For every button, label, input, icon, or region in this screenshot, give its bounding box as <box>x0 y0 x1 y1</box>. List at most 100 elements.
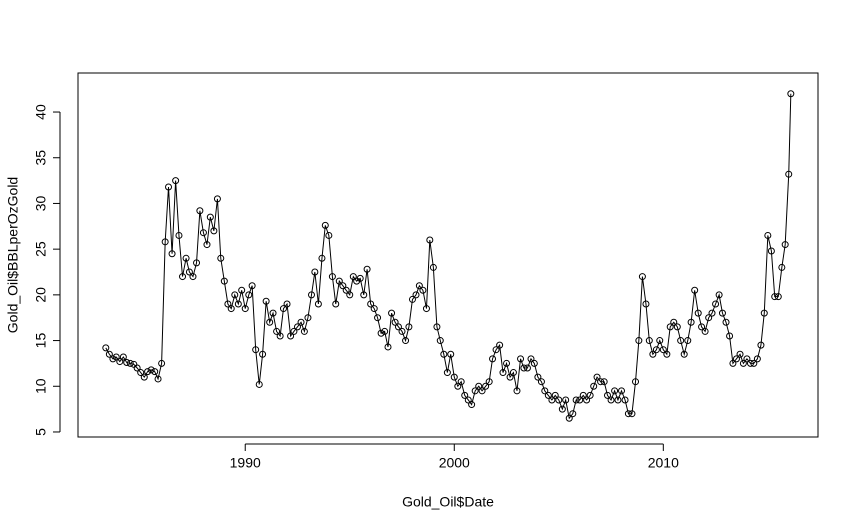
data-point <box>137 369 145 377</box>
data-point <box>656 337 664 345</box>
data-point <box>440 350 448 358</box>
data-point <box>213 195 221 203</box>
data-point <box>245 291 253 299</box>
data-point <box>478 387 486 395</box>
data-point <box>572 396 580 404</box>
data-point <box>635 337 643 345</box>
data-point <box>712 300 720 308</box>
data-point <box>691 286 699 294</box>
data-point <box>450 373 458 381</box>
data-point <box>398 327 406 335</box>
data-point <box>370 305 378 313</box>
data-point <box>342 286 350 294</box>
data-point <box>457 378 465 386</box>
y-tick-label: 25 <box>33 241 49 257</box>
data-point <box>346 291 354 299</box>
data-point <box>374 314 382 322</box>
data-point <box>513 387 521 395</box>
data-point <box>168 250 176 258</box>
data-point <box>314 300 322 308</box>
data-point <box>287 332 295 340</box>
data-point <box>517 355 525 363</box>
data-point <box>569 410 577 418</box>
data-point <box>311 268 319 276</box>
data-point <box>698 323 706 331</box>
data-point <box>659 346 667 354</box>
data-point <box>360 291 368 299</box>
data-point <box>767 247 775 255</box>
data-point <box>151 368 159 376</box>
data-point <box>220 277 228 285</box>
data-point <box>579 391 587 399</box>
data-point <box>736 350 744 358</box>
data-point <box>412 291 420 299</box>
data-point <box>422 305 430 313</box>
data-point <box>684 337 692 345</box>
data-point <box>140 373 148 381</box>
data-point <box>509 369 517 377</box>
data-point <box>112 353 120 361</box>
data-line <box>105 93 792 420</box>
data-point <box>562 396 570 404</box>
data-point <box>119 353 127 361</box>
data-point <box>523 364 531 372</box>
data-point <box>203 241 211 249</box>
data-point <box>551 391 559 399</box>
data-point <box>666 323 674 331</box>
data-point <box>231 291 239 299</box>
data-point <box>774 293 782 301</box>
y-tick-label: 35 <box>33 150 49 166</box>
data-point <box>530 359 538 367</box>
data-point <box>363 265 371 273</box>
data-point <box>611 387 619 395</box>
data-point <box>426 236 434 244</box>
data-point <box>443 369 451 377</box>
data-point <box>708 309 716 317</box>
x-axis-title: Gold_Oil$Date <box>402 494 494 510</box>
data-point <box>705 314 713 322</box>
data-point <box>590 382 598 390</box>
data-point <box>279 305 287 313</box>
data-point <box>787 90 795 98</box>
data-point <box>276 332 284 340</box>
data-point <box>586 391 594 399</box>
data-point <box>419 286 427 294</box>
data-point <box>224 300 232 308</box>
data-point <box>332 300 340 308</box>
data-point <box>565 414 573 422</box>
data-point <box>496 341 504 349</box>
data-point <box>436 337 444 345</box>
data-point <box>293 323 301 331</box>
data-point <box>307 291 315 299</box>
data-point <box>304 314 312 322</box>
data-point <box>729 359 737 367</box>
data-point <box>593 373 601 381</box>
data-point <box>328 273 336 281</box>
data-point <box>454 382 462 390</box>
data-point <box>321 221 329 229</box>
data-point <box>544 391 552 399</box>
data-point <box>670 318 678 326</box>
data-point <box>300 327 308 335</box>
data-point <box>726 332 734 340</box>
y-tick-label: 20 <box>33 287 49 303</box>
data-point <box>694 309 702 317</box>
data-point <box>607 396 615 404</box>
data-point <box>269 309 277 317</box>
data-point <box>680 350 688 358</box>
x-tick-label: 1990 <box>230 455 261 471</box>
data-point <box>217 254 225 262</box>
data-point <box>199 229 207 237</box>
data-point <box>384 343 392 351</box>
data-point <box>534 373 542 381</box>
data-point <box>503 359 511 367</box>
data-point <box>541 387 549 395</box>
data-point <box>743 355 751 363</box>
data-point <box>161 238 169 246</box>
data-point <box>537 378 545 386</box>
y-tick-label: 15 <box>33 333 49 349</box>
data-point <box>645 337 653 345</box>
data-point <box>405 323 413 331</box>
